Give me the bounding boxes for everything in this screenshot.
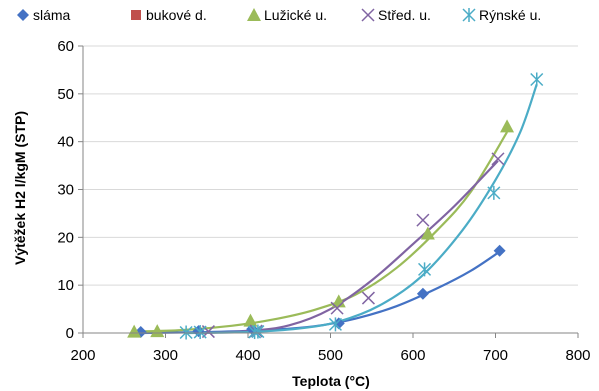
x-axis-title: Teplota (°C): [292, 373, 370, 389]
point-rynske-u: [530, 72, 544, 87]
legend-label: Rýnské u.: [479, 7, 541, 23]
point-stred-u: [416, 213, 430, 227]
legend-item-slama: sláma: [17, 7, 71, 23]
legend-marker-bukove-d: [131, 10, 141, 20]
point-slama: [493, 244, 506, 257]
point-stred-u: [330, 301, 344, 315]
legend-marker-slama: [17, 9, 29, 21]
legend-item-stred-u: Střed. u.: [361, 7, 431, 23]
point-rynske-u: [487, 185, 501, 200]
legend-label: Střed. u.: [378, 7, 431, 23]
y-tick-label-40: 40: [57, 134, 74, 151]
x-tick-label-200: 200: [70, 347, 95, 364]
point-luzicke-u: [420, 226, 435, 240]
point-luzicke-u: [127, 324, 142, 338]
x-tick-label-300: 300: [153, 347, 178, 364]
y-tick-label-50: 50: [57, 86, 74, 103]
y-tick-label-10: 10: [57, 277, 74, 294]
legend: sláma bukové d. Lužické u. Střed. u. Rýnské …: [17, 7, 541, 23]
trendlines: [134, 83, 538, 335]
tick-labels: 0 10 20 30 40 50 60 200 300 400 500 600 700 800: [57, 38, 590, 364]
point-slama: [416, 287, 429, 300]
x-tick-label-700: 700: [483, 347, 508, 364]
point-stred-u: [361, 291, 375, 305]
legend-marker-rynske-u: [462, 8, 476, 22]
legend-marker-stred-u: [361, 8, 375, 22]
x-tick-label-800: 800: [565, 347, 590, 364]
trendline-rynske-u: [186, 83, 538, 335]
legend-marker-luzicke-u: [247, 8, 261, 21]
x-tick-label-600: 600: [400, 347, 425, 364]
legend-label: bukové d.: [146, 7, 207, 23]
legend-item-bukove-d: bukové d.: [131, 7, 207, 23]
point-rynske-u: [418, 262, 432, 277]
y-axis-title: Výtěžek H2 l/kgM (STP): [12, 111, 28, 265]
trendline-stred-u: [198, 160, 499, 335]
point-luzicke-u: [243, 313, 258, 327]
point-luzicke-u: [150, 324, 165, 338]
point-rynske-u: [193, 325, 207, 340]
markers: [127, 72, 544, 340]
point-stred-u: [491, 152, 505, 166]
point-rynske-u: [328, 317, 342, 332]
x-tick-label-400: 400: [235, 347, 260, 364]
legend-label: sláma: [33, 7, 71, 23]
x-tick-label-500: 500: [318, 347, 343, 364]
trendline-luzicke-u: [134, 131, 508, 333]
legend-item-rynske-u: Rýnské u.: [462, 7, 541, 23]
point-luzicke-u: [331, 294, 346, 308]
trendline-slama: [140, 250, 501, 335]
legend-label: Lužické u.: [264, 7, 327, 23]
y-tick-label-30: 30: [57, 182, 74, 199]
y-tick-label-20: 20: [57, 229, 74, 246]
legend-item-luzicke-u: Lužické u.: [247, 7, 327, 23]
y-tick-label-60: 60: [57, 38, 74, 55]
y-tick-label-0: 0: [66, 325, 74, 342]
point-luzicke-u: [500, 119, 515, 133]
gridlines: [83, 45, 578, 286]
axes: [78, 45, 579, 338]
point-rynske-u: [251, 324, 265, 339]
